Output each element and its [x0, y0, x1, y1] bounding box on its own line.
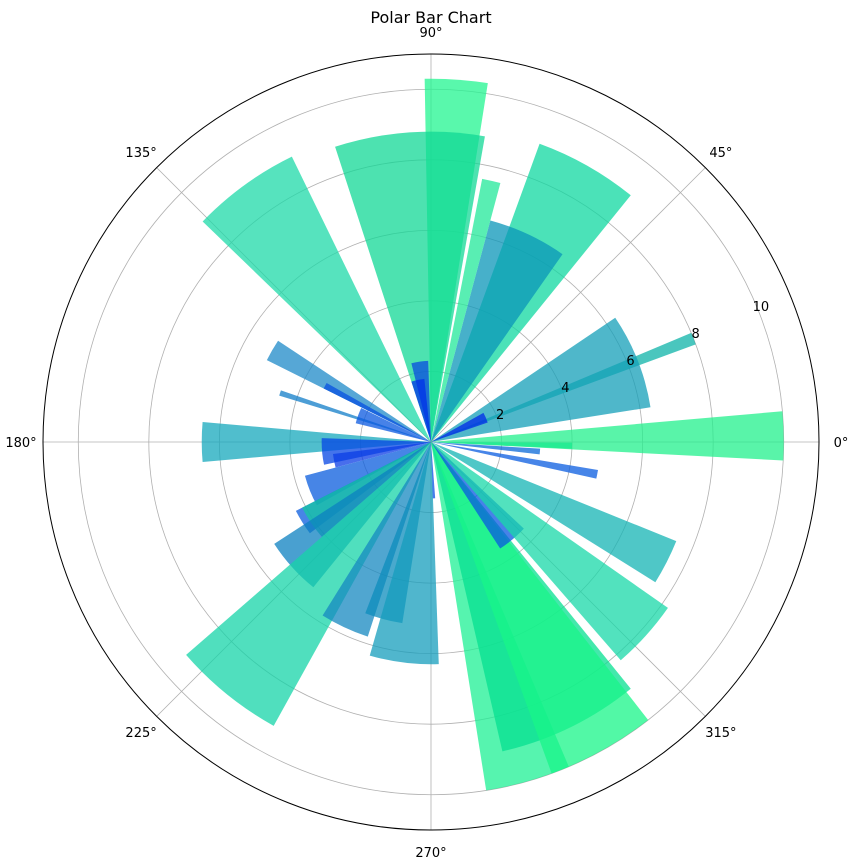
radial-tick-label: 10	[753, 300, 770, 315]
bars	[186, 78, 784, 791]
polar-bar	[332, 442, 431, 468]
polar-bar	[369, 442, 439, 665]
radial-tick-labels: 2 4 6 8 10	[496, 300, 769, 423]
radial-tick-label: 4	[561, 381, 569, 396]
polar-bar	[431, 411, 784, 461]
polar-bar	[431, 442, 436, 499]
polar-bar	[431, 442, 677, 583]
polar-bar	[355, 407, 431, 442]
polar-bar	[186, 442, 431, 726]
angular-tick-label: 90°	[419, 26, 442, 41]
radial-tick-label: 8	[692, 327, 700, 342]
polar-bar	[431, 442, 541, 455]
angular-grid-line	[430, 167, 706, 443]
polar-bar	[365, 442, 431, 624]
polar-bar	[431, 220, 563, 442]
angular-tick-label: 180°	[5, 436, 36, 451]
angular-tick-label: 135°	[125, 146, 156, 161]
polar-bar	[431, 412, 488, 442]
angular-tick-label: 270°	[415, 846, 446, 861]
polar-bar	[431, 178, 501, 442]
polar-bar	[304, 442, 431, 506]
polar-bar	[431, 442, 668, 661]
polar-bar	[431, 442, 573, 449]
chart-title: Polar Bar Chart	[370, 8, 491, 27]
angular-tick-label: 0°	[834, 436, 849, 451]
angular-tick-label: 225°	[125, 726, 156, 741]
polar-bar	[266, 340, 431, 442]
angular-tick-labels: 0° 45° 90° 135° 180° 225° 270° 315°	[5, 26, 848, 861]
polar-bar	[431, 442, 598, 479]
radial-tick-label: 2	[496, 408, 504, 423]
polar-frame	[42, 53, 820, 831]
polar-bar	[323, 382, 431, 442]
angular-tick-label: 45°	[709, 146, 732, 161]
angular-tick-label: 315°	[705, 726, 736, 741]
polar-bar	[335, 131, 485, 443]
polar-bar	[201, 422, 431, 462]
radial-tick-label: 6	[626, 354, 634, 369]
polar-bar	[411, 378, 431, 442]
polar-bar	[322, 442, 431, 637]
polar-bar	[431, 317, 651, 442]
polar-bar	[202, 156, 431, 443]
